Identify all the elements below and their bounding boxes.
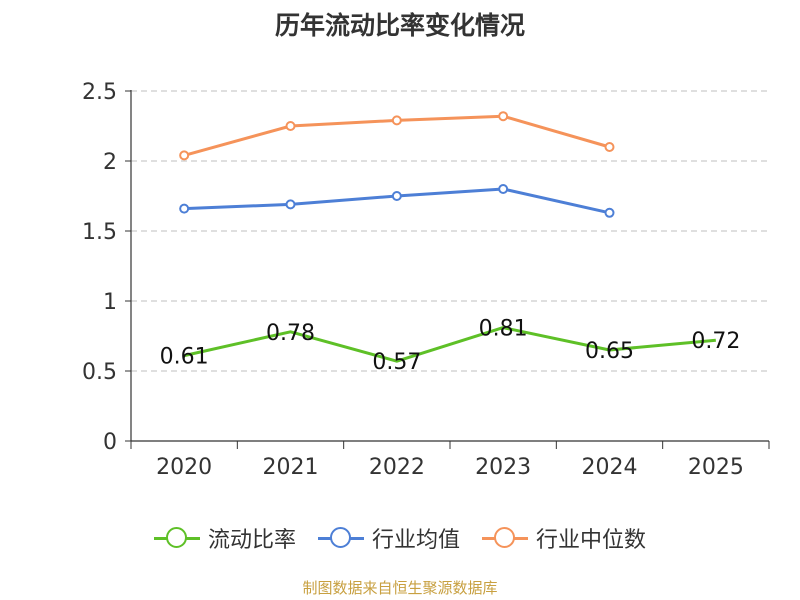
data-point [179,203,190,214]
y-tick-label: 1.5 [82,220,117,245]
x-tick-label: 2022 [369,455,425,480]
data-label: 0.61 [160,345,209,370]
legend-swatch-industry-mean [317,527,364,549]
data-label: 0.78 [266,321,315,346]
data-label: 0.72 [691,329,740,354]
y-tick-label: 0 [103,430,117,455]
series-line-0 [183,326,716,363]
y-tick-label: 2 [103,150,117,175]
data-point [179,150,190,161]
x-tick-label: 2024 [582,455,638,480]
y-tick-label: 0.5 [82,360,117,385]
x-tick-label: 2021 [263,455,319,480]
x-tick-label: 2023 [475,455,531,480]
x-tick-label: 2025 [688,455,744,480]
source-note: 制图数据来自恒生聚源数据库 [302,579,498,597]
data-point [498,184,509,194]
data-point [604,142,615,152]
data-point [391,115,402,126]
data-point [285,121,296,131]
data-label: 0.81 [479,317,528,342]
legend-label-industry-median: 行业中位数 [536,528,647,553]
legend-item-industry-median[interactable]: 行业中位数 [482,522,646,554]
legend: 流动比率 行业均值 行业中位数 [0,518,800,558]
legend-item-industry-mean[interactable]: 行业均值 [317,522,460,554]
legend-item-current-ratio[interactable]: 流动比率 [153,522,296,554]
chart-title: 历年流动比率变化情况 [274,11,525,40]
y-tick-label: 1 [103,290,117,315]
data-point [498,111,509,122]
data-label: 0.65 [585,339,634,364]
x-tick-label: 2020 [156,455,212,480]
legend-label-current-ratio: 流动比率 [207,528,296,553]
data-point [604,207,615,218]
data-point [391,191,402,201]
legend-swatch-industry-median [482,527,528,549]
data-point [285,199,296,210]
legend-swatch-current-ratio [153,527,200,549]
y-tick-label: 2.5 [82,80,117,105]
legend-label-industry-mean: 行业均值 [371,528,460,553]
data-label: 0.57 [372,350,421,375]
